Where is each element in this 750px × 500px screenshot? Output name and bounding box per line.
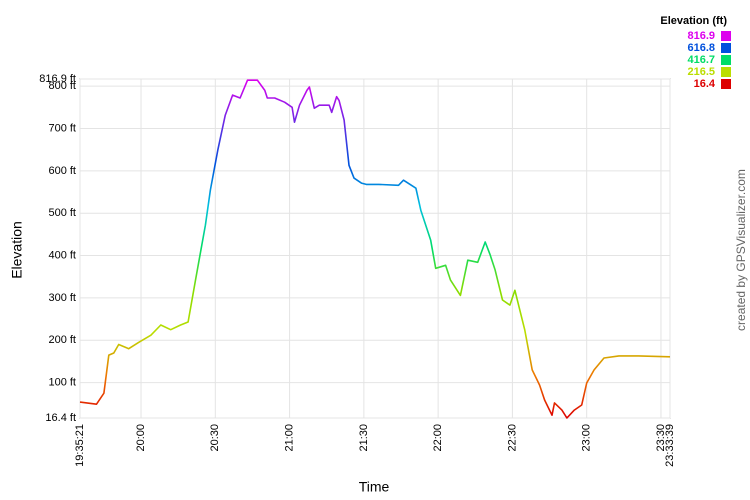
legend-swatch [721, 55, 731, 65]
y-tick-label: 200 ft [48, 334, 76, 346]
y-tick-label: 500 ft [48, 207, 76, 219]
legend-label: 16.4 [694, 78, 716, 90]
x-tick-label: 23:00 [581, 424, 593, 452]
x-tick-label: 22:00 [432, 424, 444, 452]
y-tick-label: 816.9 ft [39, 73, 76, 85]
legend-label: 416.7 [687, 54, 715, 66]
legend-swatch [721, 79, 731, 89]
x-tick-label: 23:33:39 [664, 424, 676, 467]
x-tick-label: 22:30 [506, 424, 518, 452]
y-tick-label: 600 ft [48, 165, 76, 177]
y-tick-label: 800 ft [48, 80, 76, 92]
credit: created by GPSVisualizer.com [734, 169, 748, 331]
x-tick-label: 19:35:21 [74, 424, 86, 467]
legend-swatch [721, 43, 731, 53]
y-axis-title: Elevation [9, 221, 25, 279]
legend-label: 216.5 [687, 66, 715, 78]
y-tick-label: 300 ft [48, 292, 76, 304]
x-tick-label: 20:30 [209, 424, 221, 452]
legend-swatch [721, 67, 731, 77]
x-tick-label: 21:00 [283, 424, 295, 452]
x-tick-label: 20:00 [135, 424, 147, 452]
y-tick-label: 400 ft [48, 249, 76, 261]
y-tick-label: 100 ft [48, 377, 76, 389]
x-tick-label: 23:30 [655, 424, 667, 452]
legend-label: 816.9 [687, 30, 715, 42]
legend-label: 616.8 [687, 42, 715, 54]
x-tick-label: 21:30 [358, 424, 370, 452]
legend-swatch [721, 31, 731, 41]
legend-title: Elevation (ft) [660, 15, 727, 27]
elevation-line [79, 79, 671, 419]
plot-area [79, 78, 671, 419]
y-tick-label: 16.4 ft [45, 412, 76, 424]
x-axis-title: Time [359, 479, 390, 495]
y-tick-label: 700 ft [48, 122, 76, 134]
